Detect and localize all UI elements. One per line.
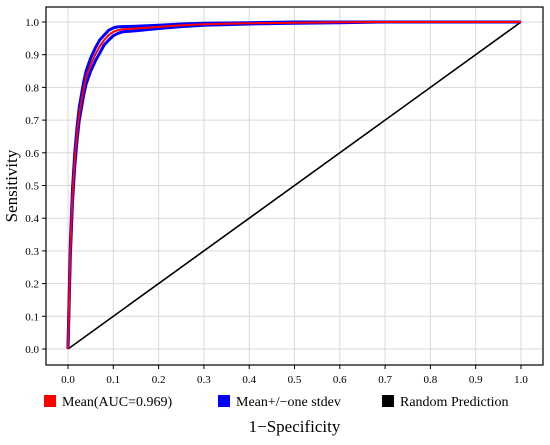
- x-tick-label: 0.7: [378, 374, 392, 386]
- x-tick-label: 0.0: [61, 374, 75, 386]
- x-tick-label: 0.8: [424, 374, 438, 386]
- x-tick-label: 0.4: [242, 374, 256, 386]
- y-tick-label: 0.9: [25, 50, 39, 62]
- y-tick-label: 0.3: [25, 246, 39, 258]
- legend-label: Mean(AUC=0.969): [62, 395, 172, 410]
- x-tick-label: 0.6: [333, 374, 347, 386]
- y-tick-label: 0.7: [25, 115, 39, 127]
- y-tick-label: 0.1: [25, 311, 39, 323]
- x-tick-label: 0.5: [288, 374, 302, 386]
- legend: Mean(AUC=0.969) Mean+/−one stdev Random Pr…: [44, 395, 509, 410]
- legend-swatch: [218, 395, 230, 407]
- x-tick-label: 0.3: [197, 374, 211, 386]
- y-tick-label: 0.0: [25, 344, 39, 356]
- x-tick-label: 0.1: [106, 374, 120, 386]
- y-tick-label: 1.0: [25, 17, 39, 29]
- series-random-prediction: [67, 21, 522, 350]
- y-tick-label: 0.2: [25, 279, 39, 291]
- y-tick-label: 0.6: [25, 148, 39, 160]
- legend-swatch: [382, 395, 394, 407]
- x-axis-label: 1−Specificity: [249, 417, 341, 436]
- y-tick-label: 0.4: [25, 213, 39, 225]
- series-layer: [66, 20, 522, 350]
- plot-frame: [45, 6, 544, 366]
- legend-swatch: [44, 395, 56, 407]
- x-tick-label: 0.9: [469, 374, 483, 386]
- x-tick-label: 0.2: [152, 374, 166, 386]
- series-mean: [67, 21, 521, 350]
- y-tick-label: 0.8: [25, 82, 39, 94]
- legend-label: Random Prediction: [400, 395, 509, 410]
- legend-label: Mean+/−one stdev: [236, 395, 341, 410]
- x-tick-label: 1.0: [514, 374, 528, 386]
- tick-labels: 0.0 0.1 0.2 0.3 0.4 0.5 0.6 0.7 0.8 0.9 1.0 0.0 0.1 0…: [25, 17, 528, 386]
- y-axis-label: Sensitivity: [2, 149, 21, 222]
- y-tick-label: 0.5: [25, 181, 39, 193]
